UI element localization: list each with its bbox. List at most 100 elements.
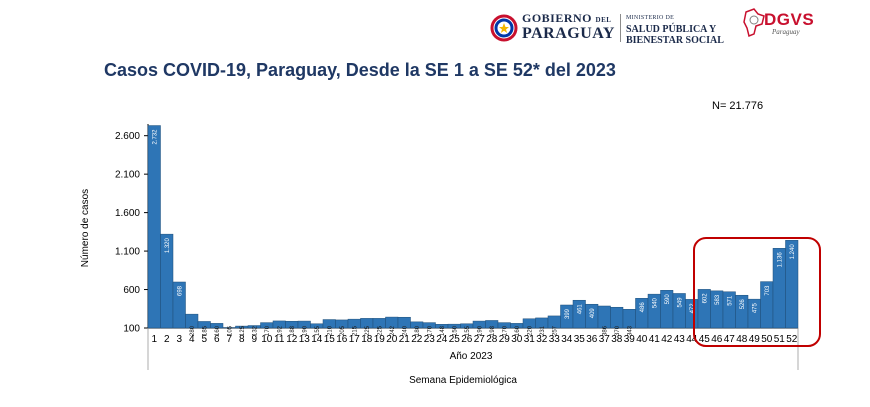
government-logo: GOBIERNO DEL PARAGUAY MINISTERIO DE SALU… <box>490 10 730 46</box>
bar-value-label: 475 <box>752 302 758 313</box>
bar-value-label: 703 <box>765 285 771 296</box>
bar-value-label: 370 <box>615 325 621 336</box>
bar-value-label: 170 <box>427 325 433 336</box>
bar-value-label: 132 <box>252 325 258 336</box>
paraguay-seal-icon <box>490 14 518 42</box>
x-tick-label: 41 <box>649 334 661 345</box>
bar-value-label: 190 <box>477 325 483 336</box>
x-tick-label: 39 <box>624 334 636 345</box>
x-tick-label: 44 <box>686 334 698 345</box>
logo-divider <box>620 14 621 42</box>
x-tick-label: 24 <box>436 334 448 345</box>
bar-week-39 <box>622 309 636 329</box>
highlight-box <box>693 237 821 347</box>
y-tick-label: 1.600 <box>115 208 140 219</box>
x-tick-label: 12 <box>286 334 298 345</box>
x-tick-label: 22 <box>411 334 423 345</box>
x-tick-label: 43 <box>674 334 686 345</box>
bar-value-label: 602 <box>702 293 708 304</box>
x-tick-label: 17 <box>349 334 361 345</box>
bar-value-label: 1.240 <box>790 244 796 260</box>
bar-value-label: 242 <box>390 325 396 336</box>
x-tick-label: 2 <box>164 334 170 345</box>
bar-value-label: 571 <box>727 295 733 306</box>
x-tick-label: 5 <box>201 334 207 345</box>
x-tick-label: 33 <box>549 334 561 345</box>
bar-value-label: 486 <box>640 302 646 313</box>
x-axis-label: Semana Epidemiológica <box>409 375 517 386</box>
bar-value-label: 583 <box>715 294 721 305</box>
x-tick-label: 49 <box>749 334 761 345</box>
x-tick-label: 15 <box>324 334 336 345</box>
x-tick-label: 32 <box>536 334 548 345</box>
dgvs-subtext: Paraguay <box>772 28 800 36</box>
dgvs-map-icon <box>743 8 765 38</box>
bar-value-label: 155 <box>465 325 471 336</box>
total-cases-label: N= 21.776 <box>712 100 764 112</box>
bar-week-6 <box>210 323 224 329</box>
bar-value-label: 150 <box>452 325 458 336</box>
bar-value-label: 105 <box>227 325 233 336</box>
bar-value-label: 225 <box>377 325 383 336</box>
x-tick-label: 4 <box>189 334 195 345</box>
y-tick-label: 600 <box>123 285 140 296</box>
y-tick-label: 1.100 <box>115 247 140 258</box>
x-tick-label: 16 <box>336 334 348 345</box>
bar-value-label: 220 <box>527 325 533 336</box>
x-tick-label: 35 <box>574 334 586 345</box>
x-tick-label: 8 <box>239 334 245 345</box>
x-tick-label: 27 <box>474 334 486 345</box>
bar-value-label: 1.320 <box>165 237 171 253</box>
bar-value-label: 461 <box>577 304 583 315</box>
x-tick-label: 29 <box>499 334 511 345</box>
bar-value-label: 192 <box>277 325 283 336</box>
bar-value-label: 205 <box>340 325 346 336</box>
x-tick-label: 7 <box>226 334 232 345</box>
bar-value-label: 257 <box>552 325 558 336</box>
bar-value-label: 188 <box>290 325 296 336</box>
x-tick-label: 52 <box>786 334 798 345</box>
x-group-label: Año 2023 <box>450 351 493 362</box>
dgvs-text: DGVS <box>764 10 815 29</box>
bar-value-label: 1.136 <box>777 252 783 268</box>
dgvs-logo: DGVS Paraguay <box>742 6 832 46</box>
bar-value-label: 225 <box>365 325 371 336</box>
bar-value-label: 698 <box>177 285 183 296</box>
bar-value-label: 540 <box>652 297 658 308</box>
bar-value-label: 160 <box>515 325 521 336</box>
y-tick-label: 2.100 <box>115 170 140 181</box>
x-tick-label: 18 <box>361 334 373 345</box>
y-axis-label: Número de casos <box>80 189 91 267</box>
bar-week-4 <box>185 313 199 329</box>
bar-value-label: 148 <box>440 325 446 336</box>
bar-value-label: 386 <box>602 325 608 336</box>
bar-week-3 <box>172 281 186 329</box>
bar-value-label: 170 <box>502 325 508 336</box>
x-tick-label: 9 <box>251 334 257 345</box>
bar-value-label: 215 <box>352 325 358 336</box>
bar-value-label: 210 <box>327 325 333 336</box>
x-tick-label: 31 <box>524 334 536 345</box>
x-tick-label: 13 <box>299 334 311 345</box>
bar-value-label: 155 <box>315 325 321 336</box>
government-name: GOBIERNO DEL PARAGUAY <box>522 11 615 42</box>
x-tick-label: 40 <box>636 334 648 345</box>
x-tick-label: 19 <box>374 334 386 345</box>
x-tick-label: 45 <box>699 334 711 345</box>
bar-value-label: 190 <box>302 325 308 336</box>
bar-week-1 <box>147 125 161 329</box>
x-tick-label: 21 <box>399 334 411 345</box>
y-tick-label: 2.600 <box>115 131 140 142</box>
x-tick-label: 42 <box>661 334 673 345</box>
bar-week-52 <box>785 240 799 329</box>
bar-value-label: 343 <box>627 325 633 336</box>
bar-value-label: 549 <box>677 297 683 308</box>
bar-value-label: 125 <box>240 325 246 336</box>
x-tick-label: 20 <box>386 334 398 345</box>
bar-value-label: 160 <box>215 325 221 336</box>
x-tick-label: 3 <box>176 334 182 345</box>
bar-value-label: 280 <box>190 325 196 336</box>
bar-value-label: 409 <box>590 308 596 319</box>
x-tick-label: 50 <box>761 334 773 345</box>
x-tick-label: 48 <box>736 334 748 345</box>
